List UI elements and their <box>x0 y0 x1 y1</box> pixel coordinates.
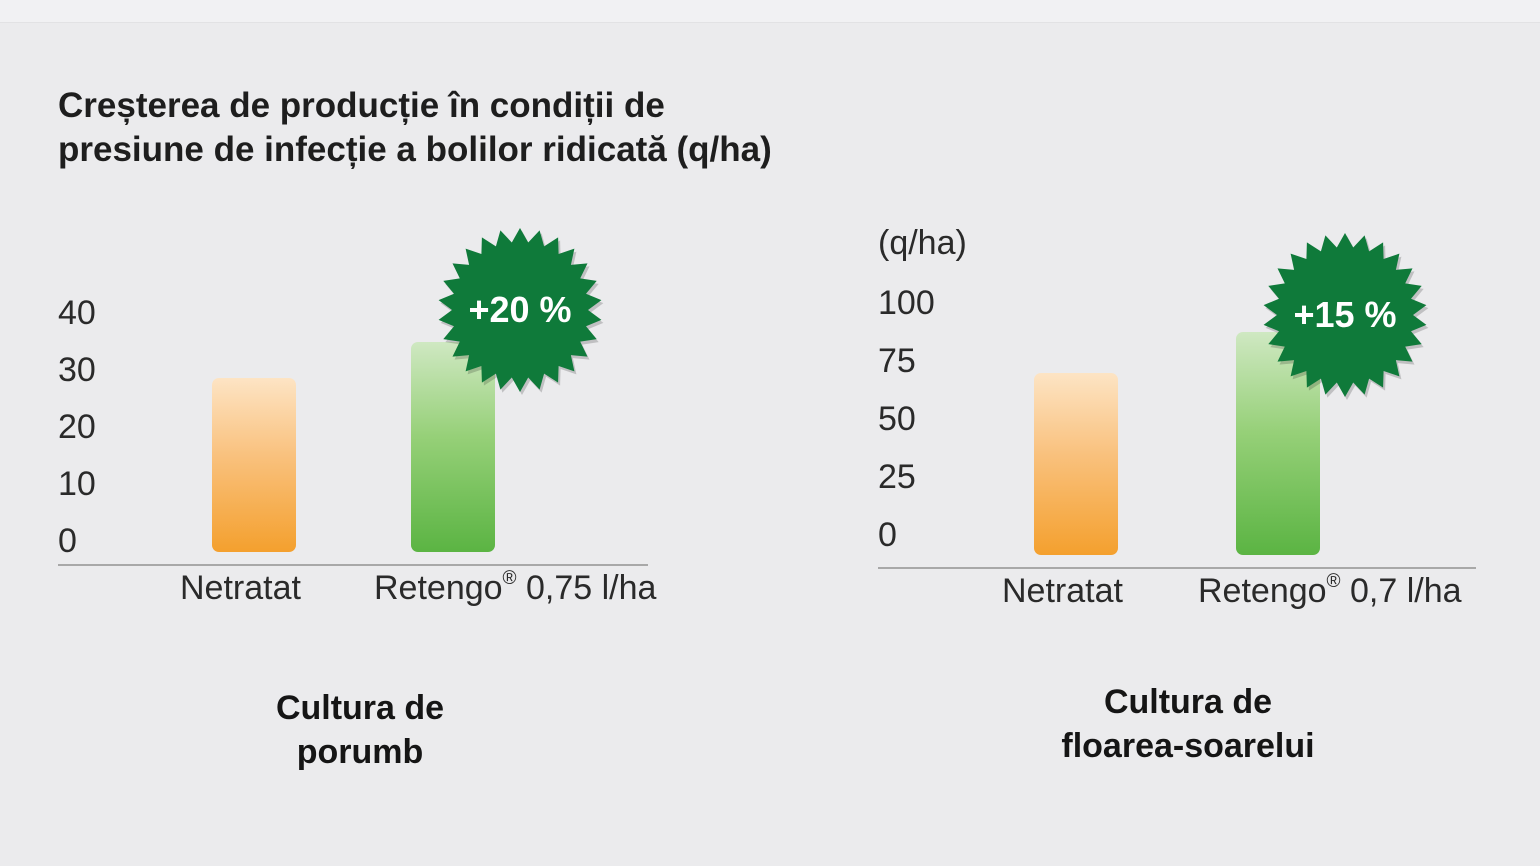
badge-starburst <box>1263 233 1427 397</box>
y-tick-label: 20 <box>58 408 96 446</box>
increase-badge: +20 % <box>435 225 605 395</box>
y-tick-label: 25 <box>878 458 916 496</box>
increase-badge: +15 % <box>1260 230 1430 400</box>
crop-caption-line: porumb <box>296 733 424 771</box>
category-label: Netratat <box>1002 574 1123 608</box>
category-label: Retengo® 0,75 l/ha <box>374 568 657 607</box>
category-label-dose: 0,7 l/ha <box>1340 572 1462 610</box>
category-label-dose: 0,75 l/ha <box>516 569 657 607</box>
y-tick-label: 50 <box>878 400 916 438</box>
starburst-icon <box>1263 233 1429 400</box>
y-tick-label: 75 <box>878 342 916 380</box>
crop-caption-line: Cultura de <box>1103 683 1273 721</box>
x-axis-line <box>878 567 1476 569</box>
badge-starburst <box>438 228 602 392</box>
starburst-icon <box>438 228 604 395</box>
category-label-text: Retengo <box>1198 572 1327 610</box>
category-label-text: Netratat <box>1002 572 1123 610</box>
category-label: Netratat <box>180 571 301 605</box>
crop-caption: Cultura de porumb <box>210 686 510 774</box>
crop-caption-line: floarea-soarelui <box>1061 727 1315 765</box>
category-label-text: Retengo <box>374 569 503 607</box>
top-band <box>0 0 1540 23</box>
y-tick-label: 30 <box>58 351 96 389</box>
crop-caption: Cultura de floarea-soarelui <box>1008 680 1368 768</box>
y-tick-label: 40 <box>58 294 96 332</box>
bar-retengo <box>411 342 495 552</box>
y-tick-label: 100 <box>878 284 935 322</box>
registered-mark: ® <box>1326 571 1341 592</box>
increase-badge-label: +15 % <box>1293 294 1397 335</box>
category-label-text: Netratat <box>180 569 301 607</box>
y-unit-label: (q/ha) <box>878 224 967 262</box>
increase-badge-label: +20 % <box>468 289 572 330</box>
registered-mark: ® <box>502 568 517 589</box>
bar-netratat <box>212 378 296 552</box>
chart-title: Creșterea de producție în condiții de pr… <box>58 86 772 169</box>
crop-caption-line: Cultura de <box>275 689 445 727</box>
category-label: Retengo® 0,7 l/ha <box>1198 571 1462 610</box>
x-axis-line <box>58 564 648 566</box>
y-tick-label: 0 <box>878 516 897 554</box>
bar-netratat <box>1034 372 1118 555</box>
y-tick-label: 0 <box>58 522 77 560</box>
y-tick-label: 10 <box>58 465 96 503</box>
